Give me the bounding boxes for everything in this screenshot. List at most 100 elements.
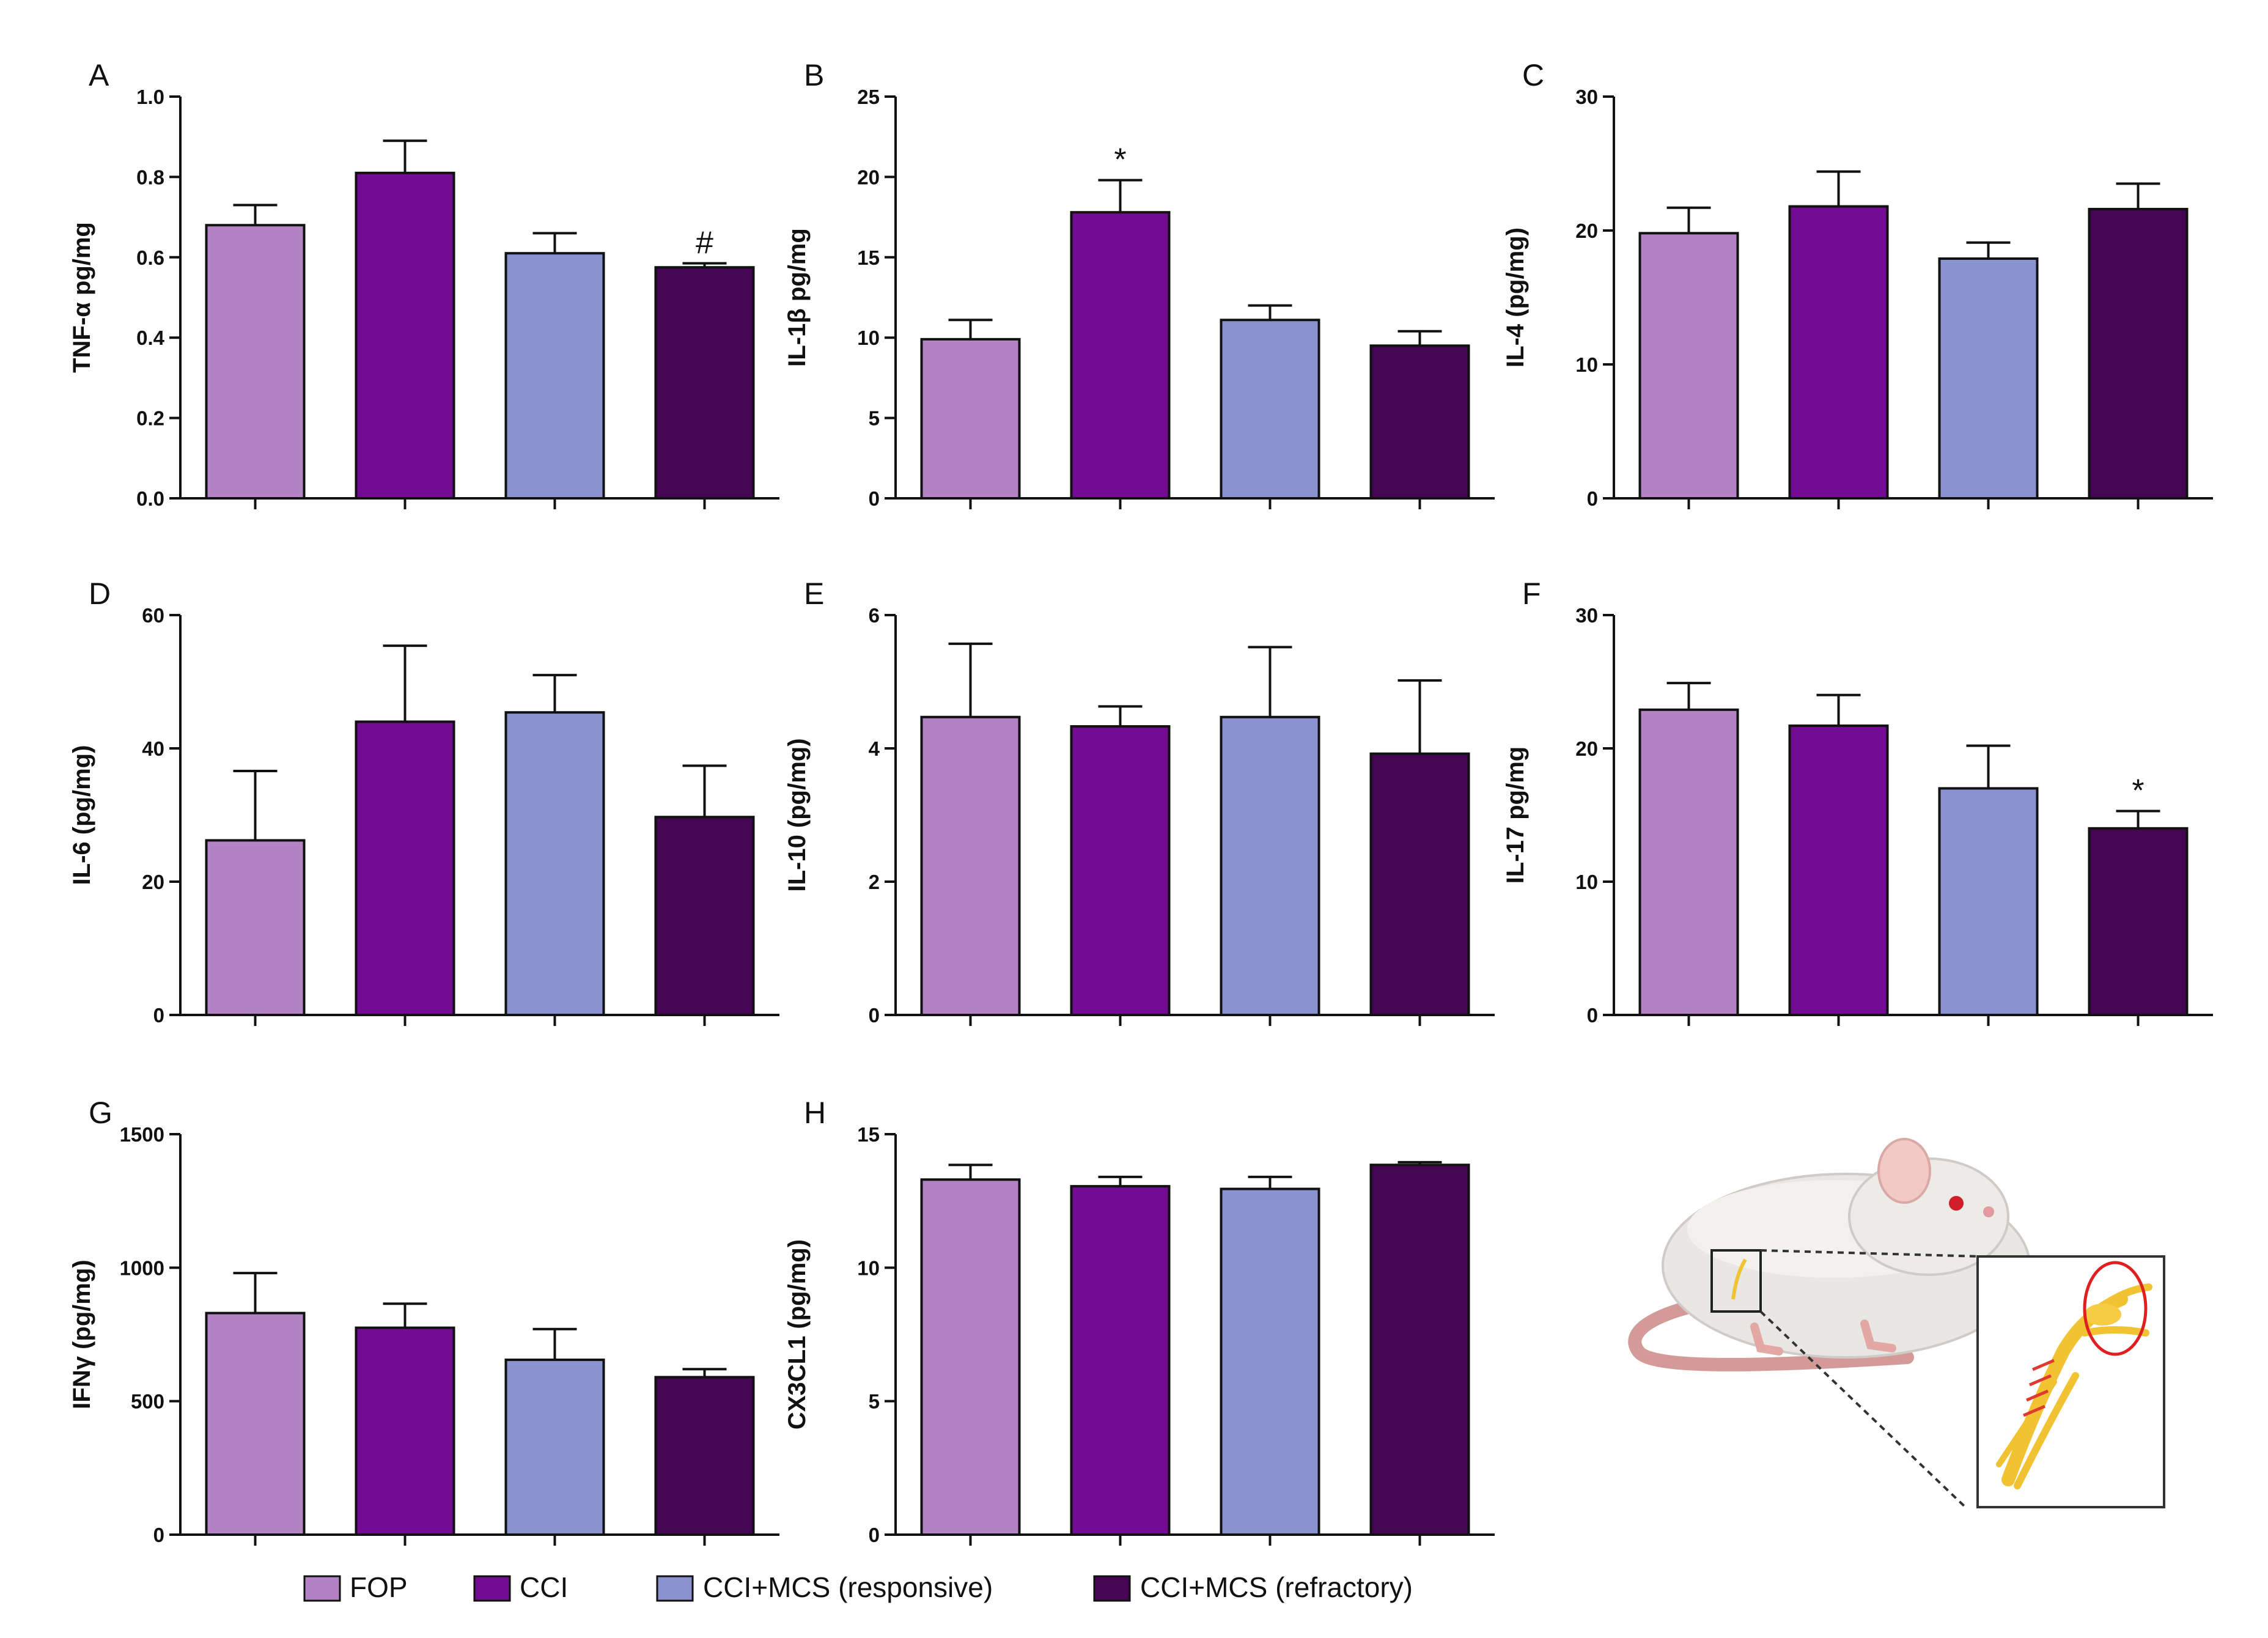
bar-cci bbox=[355, 720, 455, 1017]
bar-cci-mcs-refractory bbox=[2088, 207, 2189, 500]
bar-cci-mcs-refractory bbox=[1369, 752, 1470, 1016]
y-tick-label: 6 bbox=[869, 604, 880, 627]
bar-fop bbox=[920, 338, 1021, 500]
panel-letter: A bbox=[89, 58, 109, 92]
y-axis-label: IL-6 (pg/mg) bbox=[68, 745, 95, 885]
bar-fop bbox=[205, 224, 306, 500]
bar-cci-mcs-responsive bbox=[1220, 715, 1320, 1017]
panel-letter: G bbox=[89, 1096, 112, 1130]
bar-cci-mcs-responsive bbox=[1938, 787, 2039, 1017]
y-axis-label: IFNγ (pg/mg) bbox=[68, 1260, 95, 1409]
panel-letter: B bbox=[804, 58, 824, 92]
y-tick-label: 60 bbox=[142, 604, 164, 627]
legend-swatch-cci bbox=[473, 1575, 511, 1602]
y-tick-label: 30 bbox=[1575, 604, 1598, 627]
panel-c: C IL-4 (pg/mg) 0 10 20 30 bbox=[1502, 58, 2213, 510]
y-tick-label: 0.6 bbox=[136, 246, 164, 269]
y-axis-label: IL-17 pg/mg bbox=[1502, 747, 1529, 884]
y-tick-label: 4 bbox=[869, 737, 880, 760]
zoom-line-top bbox=[1760, 1249, 1981, 1258]
bar-cci-mcs-refractory bbox=[1369, 1164, 1470, 1536]
bar-cci bbox=[355, 1326, 455, 1536]
bar-cci bbox=[1070, 211, 1171, 500]
bar-cci bbox=[1070, 725, 1171, 1017]
y-tick-label: 20 bbox=[1575, 737, 1598, 760]
legend-label-responsive: CCI+MCS (responsive) bbox=[703, 1571, 993, 1603]
y-tick-label: 20 bbox=[1575, 220, 1598, 242]
panel-letter: E bbox=[804, 577, 824, 611]
y-tick-label: 10 bbox=[1575, 871, 1598, 893]
bar-cci-mcs-responsive bbox=[1220, 319, 1320, 500]
bar-fop bbox=[205, 839, 306, 1017]
panel-letter: D bbox=[89, 577, 111, 611]
y-tick-label: 40 bbox=[142, 737, 164, 760]
y-tick-label: 0 bbox=[869, 487, 880, 510]
y-tick-label: 10 bbox=[1575, 353, 1598, 376]
y-tick-label: 0.0 bbox=[136, 487, 164, 510]
bar-cci-mcs-refractory bbox=[1369, 344, 1470, 500]
bar-cci-mcs-responsive bbox=[1938, 257, 2039, 500]
significance-marker: * bbox=[2132, 773, 2144, 808]
significance-marker: # bbox=[696, 226, 713, 261]
panel-letter: C bbox=[1522, 58, 1544, 92]
bar-cci bbox=[1788, 205, 1889, 500]
panel-letter: H bbox=[804, 1096, 826, 1130]
bar-cci-mcs-refractory bbox=[654, 266, 755, 500]
y-tick-label: 0.4 bbox=[136, 326, 165, 349]
nerve-mini bbox=[1731, 1258, 1747, 1300]
y-tick-label: 0 bbox=[869, 1524, 880, 1546]
y-axis-label: IL-10 (pg/mg) bbox=[784, 738, 811, 891]
y-tick-label: 20 bbox=[142, 871, 164, 893]
bar-cci-mcs-responsive bbox=[504, 1358, 605, 1537]
y-axis-label: IL-1β pg/mg bbox=[784, 228, 811, 367]
bar-cci-mcs-refractory bbox=[2088, 827, 2189, 1017]
y-axis-label: IL-4 (pg/mg) bbox=[1502, 227, 1529, 367]
y-tick-label: 0 bbox=[153, 1524, 164, 1546]
panel-letter: F bbox=[1522, 577, 1541, 611]
legend-swatch-fop bbox=[303, 1575, 341, 1602]
rat-hind-paw bbox=[1750, 1323, 1783, 1356]
y-tick-label: 2 bbox=[869, 871, 880, 893]
y-tick-label: 1000 bbox=[120, 1256, 164, 1279]
rat-front-paw bbox=[1860, 1319, 1896, 1352]
rat-tail bbox=[1628, 1289, 1914, 1371]
bar-cci-mcs-responsive bbox=[504, 711, 605, 1016]
bar-fop bbox=[1638, 708, 1739, 1017]
bar-cci-mcs-responsive bbox=[1220, 1187, 1320, 1537]
y-tick-label: 0.8 bbox=[136, 166, 164, 188]
y-tick-label: 25 bbox=[857, 86, 880, 108]
bar-fop bbox=[920, 1178, 1021, 1536]
y-tick-label: 20 bbox=[857, 166, 880, 188]
y-tick-label: 5 bbox=[869, 407, 880, 430]
zoom-line-bottom bbox=[1759, 1310, 1967, 1508]
bar-fop bbox=[920, 715, 1021, 1017]
bar-cci-mcs-refractory bbox=[654, 1376, 755, 1537]
panel-f: F IL-17 pg/mg 0 10 20 30 * bbox=[1502, 577, 2213, 1027]
y-tick-label: 0 bbox=[1587, 487, 1598, 510]
rat-eye bbox=[1949, 1196, 1964, 1211]
y-tick-label: 0 bbox=[869, 1004, 880, 1027]
y-axis-label: CX3CL1 (pg/mg) bbox=[784, 1239, 811, 1430]
y-tick-label: 1.0 bbox=[136, 86, 164, 108]
bar-cci bbox=[355, 171, 455, 500]
significance-marker: * bbox=[1114, 142, 1126, 178]
panel-d: D IL-6 (pg/mg) 0 20 40 60 bbox=[68, 577, 779, 1027]
legend-swatch-refractory bbox=[1093, 1575, 1131, 1602]
legend-label-cci: CCI bbox=[520, 1571, 568, 1603]
y-tick-label: 0 bbox=[153, 1004, 164, 1027]
panel-a: A TNF-α pg/mg 0.0 0.2 0.4 0.6 0.8 1.0 # bbox=[68, 58, 779, 510]
y-tick-label: 15 bbox=[857, 1123, 880, 1146]
y-tick-label: 500 bbox=[131, 1390, 164, 1413]
rat-snout bbox=[1935, 1186, 1991, 1237]
nerve-highlight-box bbox=[1710, 1249, 1762, 1313]
y-tick-label: 5 bbox=[869, 1390, 880, 1413]
bar-cci-mcs-responsive bbox=[504, 252, 605, 500]
legend-label-refractory: CCI+MCS (refractory) bbox=[1140, 1571, 1413, 1603]
legend-swatch-responsive bbox=[656, 1575, 694, 1602]
y-tick-label: 10 bbox=[857, 326, 880, 349]
y-tick-label: 10 bbox=[857, 1256, 880, 1279]
panel-e: E IL-10 (pg/mg) 0 2 4 6 bbox=[784, 577, 1495, 1027]
y-tick-label: 15 bbox=[857, 246, 880, 269]
y-tick-label: 0 bbox=[1587, 1004, 1598, 1027]
legend-label-fop: FOP bbox=[350, 1571, 408, 1603]
